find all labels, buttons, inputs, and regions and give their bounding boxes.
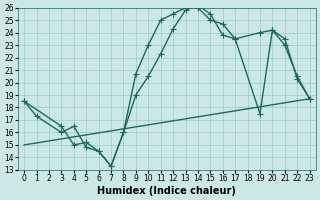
X-axis label: Humidex (Indice chaleur): Humidex (Indice chaleur) xyxy=(98,186,236,196)
